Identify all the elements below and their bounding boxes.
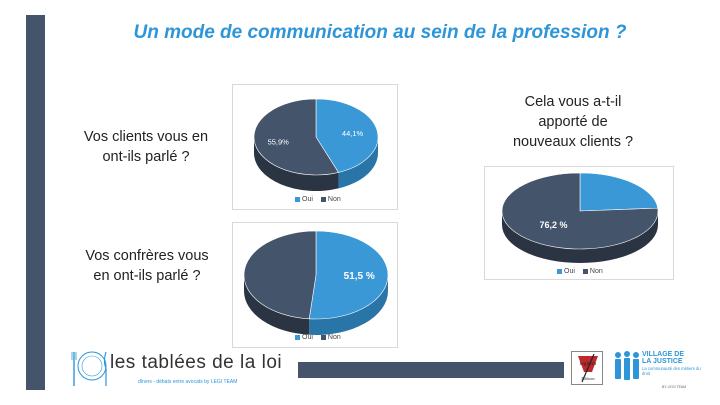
question-line: ont-ils parlé ? bbox=[102, 149, 190, 165]
legend-swatch-non bbox=[320, 197, 326, 202]
legend-swatch-non bbox=[320, 335, 326, 340]
pie-side-oui bbox=[309, 275, 388, 335]
question-line: apporté de bbox=[538, 114, 608, 130]
fork-knife-plate-icon bbox=[71, 351, 107, 386]
legend-item-oui: Oui bbox=[557, 268, 575, 275]
question-clients: Vos clients vous en ont-ils parlé ? bbox=[66, 127, 226, 167]
village-title-line: VILLAGE DE bbox=[642, 351, 685, 358]
question-confreres: Vos confrères vous en ont-ils parlé ? bbox=[62, 246, 232, 286]
legend-label: Oui bbox=[302, 334, 313, 341]
chart-nouveaux-clients: 76,2 % Oui Non bbox=[484, 166, 674, 280]
legend-swatch-oui bbox=[295, 197, 300, 202]
village-title-line: LA JUSTICE bbox=[642, 358, 683, 365]
legend-label: Non bbox=[327, 334, 341, 341]
question-line: Vos confrères vous bbox=[85, 248, 209, 264]
legend-label: Oui bbox=[302, 196, 313, 203]
chart-legend: Oui Non bbox=[557, 268, 603, 275]
question-line: Cela vous a-t-il bbox=[524, 94, 622, 110]
footer-bar bbox=[298, 362, 564, 378]
legend-swatch-oui bbox=[557, 269, 562, 274]
data-label-non: 55,9% bbox=[268, 137, 290, 146]
slide-side-bar bbox=[26, 15, 45, 390]
les-tablees-logo: les tablées de la loi dîners - débats en… bbox=[68, 344, 298, 394]
chart-clients: 44,1% 55,9% Oui Non bbox=[232, 84, 398, 210]
pie-chart-confreres: 51,5 % bbox=[243, 230, 389, 335]
legend-item-non: Non bbox=[320, 196, 341, 203]
pie-slice-non bbox=[243, 230, 317, 320]
question-line: en ont-ils parlé ? bbox=[93, 268, 201, 284]
village-by: BY LEGI TEAM bbox=[662, 385, 687, 389]
pie-slice-oui bbox=[579, 172, 659, 212]
village-de-la-justice-logo: VILLAGE DE LA JUSTICE La communauté des … bbox=[612, 349, 704, 391]
question-line: Vos clients vous en bbox=[83, 129, 209, 145]
legitem-emblem-icon bbox=[578, 353, 598, 383]
data-label-oui: 44,1% bbox=[342, 129, 364, 138]
pie-slice-oui bbox=[308, 230, 389, 320]
legend-item-oui: Oui bbox=[295, 334, 313, 341]
legend-swatch-non bbox=[582, 269, 588, 274]
logo-text: les tablées de la loi bbox=[110, 352, 283, 373]
pie-side-non bbox=[502, 211, 658, 263]
legitem-text: legitem bbox=[579, 361, 597, 367]
pie-chart-nouveaux-clients: 76,2 % bbox=[501, 172, 659, 263]
pie-chart-clients: 44,1% 55,9% bbox=[253, 98, 379, 191]
legitem-subtitle: Editions bbox=[581, 376, 595, 381]
question-line: nouveaux clients ? bbox=[512, 134, 634, 150]
legend-label: Oui bbox=[564, 268, 575, 275]
chart-legend: Oui Non bbox=[295, 334, 341, 341]
chart-confreres: 51,5 % Oui Non bbox=[232, 222, 398, 348]
pie-side-oui bbox=[338, 137, 378, 189]
village-title: VILLAGE DE LA JUSTICE bbox=[642, 351, 684, 365]
data-label-oui: 51,5 % bbox=[344, 271, 375, 282]
pie-slice-oui bbox=[315, 98, 379, 173]
legend-swatch-oui bbox=[295, 335, 300, 340]
legend-item-non: Non bbox=[582, 268, 603, 275]
legitem-editions-logo: legitem Editions bbox=[571, 351, 603, 385]
people-group-icon bbox=[615, 351, 639, 380]
legend-item-non: Non bbox=[320, 334, 341, 341]
legend-label: Non bbox=[327, 196, 341, 203]
pie-side-non bbox=[254, 137, 339, 191]
logo-subtitle: dîners - débats entre avocats by LEGI TE… bbox=[138, 379, 238, 385]
chart-legend: Oui Non bbox=[295, 196, 341, 203]
pie-side-non bbox=[244, 275, 310, 335]
legend-item-oui: Oui bbox=[295, 196, 313, 203]
pie-slice-non bbox=[501, 172, 659, 250]
pie-slice-non bbox=[253, 98, 339, 176]
question-nouveaux-clients: Cela vous a-t-il apporté de nouveaux cli… bbox=[498, 92, 648, 152]
legend-label: Non bbox=[589, 268, 603, 275]
village-subtitle: La communauté des métiers du droit bbox=[642, 366, 701, 376]
slide-title: Un mode de communication au sein de la p… bbox=[133, 22, 627, 43]
data-label-non: 76,2 % bbox=[539, 220, 567, 230]
